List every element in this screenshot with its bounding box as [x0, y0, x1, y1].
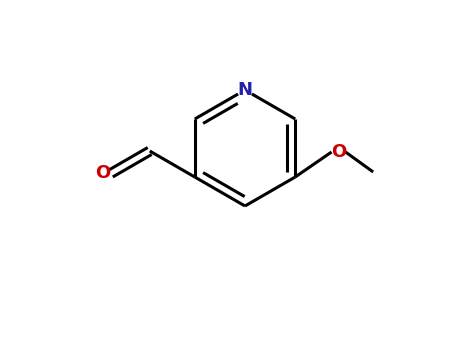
Text: O: O	[331, 143, 346, 161]
Text: N: N	[238, 81, 253, 99]
Text: O: O	[95, 164, 111, 182]
